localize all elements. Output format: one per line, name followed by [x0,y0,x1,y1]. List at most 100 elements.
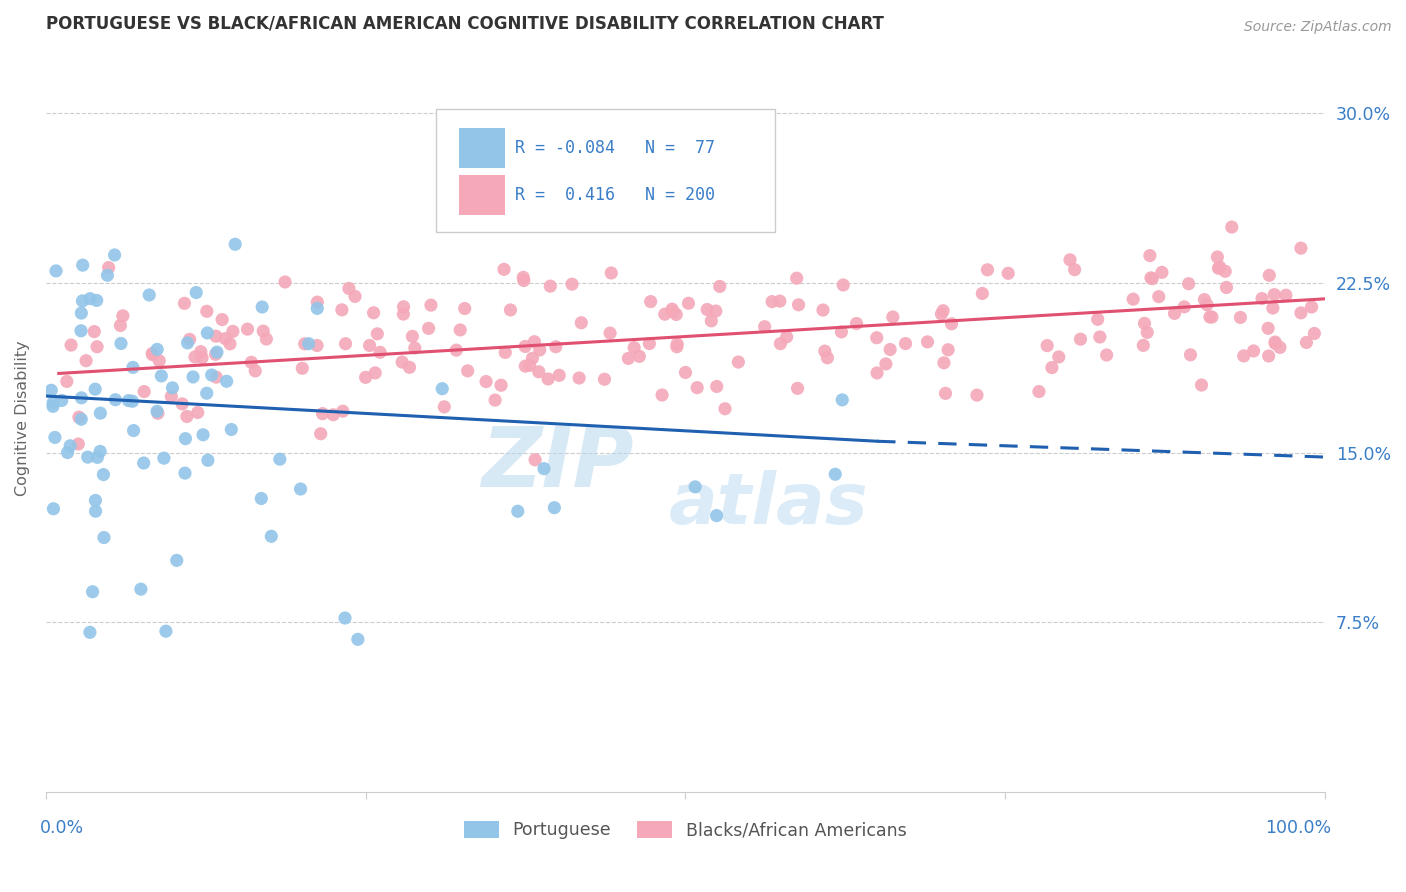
Point [44,430,66,444]
Point [561,277,583,292]
Point [132,456,155,470]
Point [524,452,547,467]
Point [252,324,274,338]
Point [418,321,440,335]
Point [1201,310,1223,324]
Point [1147,290,1170,304]
Point [344,289,367,303]
Point [335,336,357,351]
Point [787,298,810,312]
Point [84,504,107,518]
Point [1132,338,1154,352]
Point [368,345,391,359]
Point [337,281,360,295]
Point [420,298,443,312]
Point [322,408,344,422]
Point [484,393,506,408]
Point [845,317,868,331]
Point [173,296,195,310]
Point [70,324,93,338]
Point [1139,249,1161,263]
Point [569,316,592,330]
FancyBboxPatch shape [458,175,505,215]
Point [122,424,145,438]
Point [814,344,837,359]
Point [195,326,218,340]
Point [533,461,555,475]
Point [882,310,904,324]
Text: ZIP: ZIP [481,423,634,504]
Text: PORTUGUESE VS BLACK/AFRICAN AMERICAN COGNITIVE DISABILITY CORRELATION CHART: PORTUGUESE VS BLACK/AFRICAN AMERICAN COG… [46,15,884,33]
Point [665,340,688,354]
Point [60,338,83,352]
Point [499,302,522,317]
Point [290,482,312,496]
Point [176,335,198,350]
Point [142,348,165,362]
Point [364,366,387,380]
Point [191,351,214,365]
Point [544,340,567,354]
Point [972,286,994,301]
Point [709,279,731,293]
Text: 100.0%: 100.0% [1265,819,1331,837]
Point [714,401,737,416]
Point [392,307,415,321]
Point [51,393,73,408]
Point [696,302,718,317]
Point [150,368,173,383]
Point [181,370,204,384]
Point [146,343,169,357]
Point [70,412,93,426]
Point [186,285,208,300]
Point [391,355,413,369]
Point [146,406,169,420]
Point [599,326,621,340]
Point [1257,321,1279,335]
Point [1087,312,1109,326]
Point [1289,241,1312,255]
Point [59,439,82,453]
Point [84,493,107,508]
Point [786,381,808,395]
Point [110,336,132,351]
Point [75,353,97,368]
Point [449,323,471,337]
Point [879,343,901,357]
Point [832,277,855,292]
Point [538,279,561,293]
Point [662,305,685,319]
Point [79,292,101,306]
Point [1208,261,1230,276]
Point [117,393,139,408]
Point [494,345,516,359]
Point [537,372,560,386]
Point [519,359,541,373]
Point [1208,260,1230,274]
Point [700,314,723,328]
Point [86,340,108,354]
Point [917,334,939,349]
Point [1264,336,1286,351]
Point [269,452,291,467]
Point [489,378,512,392]
Point [176,409,198,424]
Point [527,365,550,379]
Point [1251,292,1274,306]
Point [433,400,456,414]
Point [79,625,101,640]
Point [190,344,212,359]
Point [195,304,218,318]
Point [70,391,93,405]
Point [1233,349,1256,363]
Point [104,392,127,407]
Point [67,410,90,425]
Point [307,301,329,316]
Point [727,355,749,369]
Point [875,357,897,371]
Point [1028,384,1050,399]
Point [104,248,127,262]
Point [148,353,170,368]
Point [628,350,651,364]
Point [704,304,727,318]
